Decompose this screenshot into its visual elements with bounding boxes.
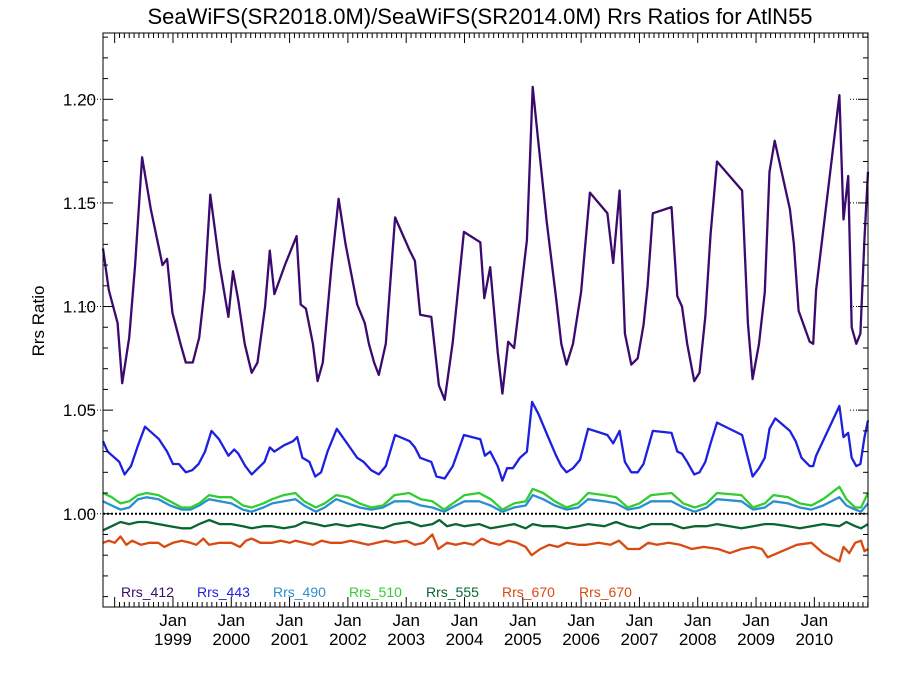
x-tick-label-year: 2009 xyxy=(737,630,775,649)
legend-item-4: Rrs_555 xyxy=(426,584,479,600)
x-tick-label-month: Jan xyxy=(742,611,769,630)
x-tick-label-month: Jan xyxy=(567,611,594,630)
x-tick-label-month: Jan xyxy=(159,611,186,630)
x-tick-label-year: 2006 xyxy=(562,630,600,649)
x-tick-label-year: 2010 xyxy=(795,630,833,649)
y-tick-label: 1.05 xyxy=(63,401,96,420)
x-tick-label-month: Jan xyxy=(276,611,303,630)
plot-frame xyxy=(102,32,869,608)
x-tick-label-year: 2003 xyxy=(387,630,425,649)
series-line-rrs-555-4 xyxy=(102,518,869,532)
x-tick-label-month: Jan xyxy=(801,611,828,630)
x-tick-label-month: Jan xyxy=(684,611,711,630)
chart-title: SeaWiFS(SR2018.0M)/SeaWiFS(SR2014.0M) Rr… xyxy=(147,4,812,29)
x-tick-label-year: 2004 xyxy=(446,630,484,649)
x-tick-label-year: 2005 xyxy=(504,630,542,649)
legend-item-3: Rrs_510 xyxy=(349,584,402,600)
legend-group: Rrs_412 Rrs_443 Rrs_490 Rrs_510 Rrs_555 Rrs_6… xyxy=(121,584,632,600)
x-tick-label-year: 1999 xyxy=(154,630,192,649)
x-tick-label-year: 2001 xyxy=(271,630,309,649)
y-tick-label: 1.10 xyxy=(63,298,96,317)
x-tick-label-month: Jan xyxy=(451,611,478,630)
axes-group: 1.001.051.101.151.20Jan1999Jan2000Jan200… xyxy=(63,32,869,649)
y-tick-label: 1.00 xyxy=(63,505,96,524)
x-tick-label-month: Jan xyxy=(509,611,536,630)
series-group xyxy=(101,85,870,563)
x-tick-label-year: 2002 xyxy=(329,630,367,649)
series-line-rrs-443-1 xyxy=(101,400,870,482)
x-tick-label-year: 2007 xyxy=(621,630,659,649)
legend-item-5: Rrs_670 xyxy=(502,584,555,600)
legend-item-1: Rrs_443 xyxy=(197,584,250,600)
legend-item-0: Rrs_412 xyxy=(121,584,174,600)
x-tick-label-year: 2000 xyxy=(212,630,250,649)
y-tick-label: 1.15 xyxy=(63,194,96,213)
series-line-rrs-490-2 xyxy=(102,493,869,513)
series-line-rrs-510-3 xyxy=(102,485,870,511)
y-tick-label: 1.20 xyxy=(63,90,96,109)
legend-item-6: Rrs_670 xyxy=(579,584,632,600)
x-tick-label-month: Jan xyxy=(392,611,419,630)
series-line-rrs-412-0 xyxy=(101,85,870,401)
legend-item-2: Rrs_490 xyxy=(273,584,326,600)
x-tick-label-month: Jan xyxy=(626,611,653,630)
x-tick-label-year: 2008 xyxy=(679,630,717,649)
x-tick-label-month: Jan xyxy=(218,611,245,630)
y-axis-label: Rrs Ratio xyxy=(29,286,48,357)
series-line-rrs-670-5 xyxy=(102,533,869,563)
x-tick-label-month: Jan xyxy=(334,611,361,630)
